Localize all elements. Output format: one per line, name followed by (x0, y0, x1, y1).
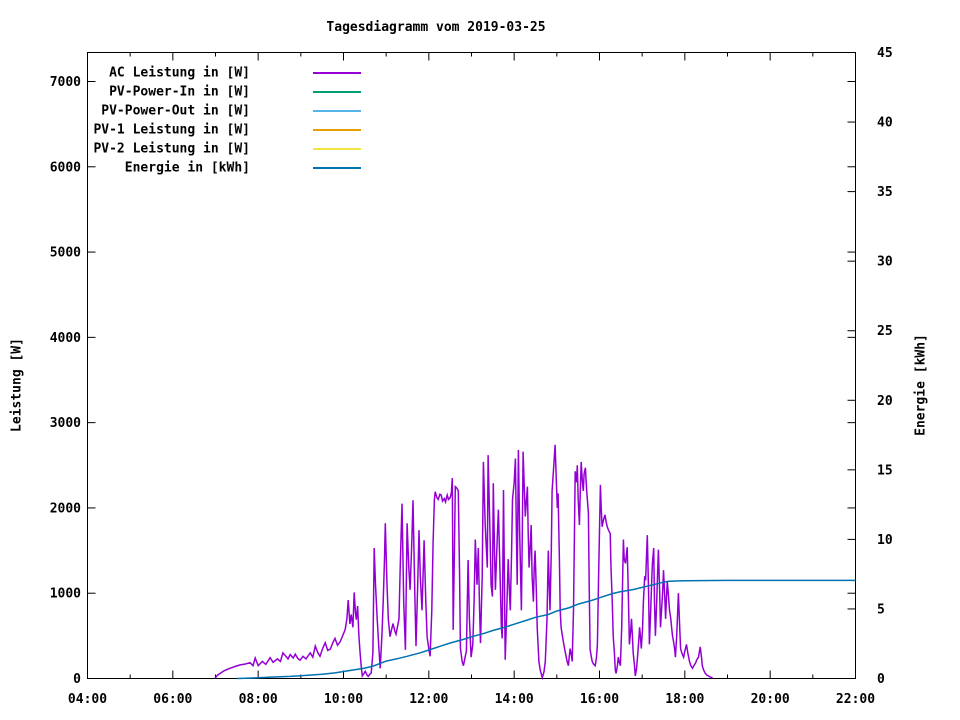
y2-tick-label: 0 (877, 672, 885, 687)
y-tick-label: 2000 (50, 501, 81, 516)
y2-tick-label: 20 (877, 394, 893, 409)
x-tick-label: 04:00 (68, 692, 107, 707)
y2-tick-label: 5 (877, 602, 885, 617)
x-tick-label: 06:00 (153, 692, 192, 707)
y2-tick-label: 45 (877, 46, 893, 61)
x-tick-label: 18:00 (665, 692, 704, 707)
y-tick-label: 1000 (50, 587, 81, 602)
x-tick-label: 14:00 (495, 692, 534, 707)
legend-label-pv-power-out: PV-Power-Out in [W] (101, 104, 250, 119)
y2-tick-label: 15 (877, 463, 893, 478)
legend-label-pv-2-leistung: PV-2 Leistung in [W] (93, 142, 250, 157)
legend-label-ac-leistung: AC Leistung in [W] (109, 66, 250, 81)
y-tick-label: 0 (73, 672, 81, 687)
series-line-ac-leistung (214, 444, 713, 681)
y2-tick-label: 40 (877, 116, 893, 131)
x-tick-label: 12:00 (409, 692, 448, 707)
series-line-energie (236, 579, 856, 680)
y2-tick-label: 30 (877, 255, 893, 270)
y2-tick-label: 35 (877, 185, 893, 200)
x-tick-label: 20:00 (751, 692, 790, 707)
y2-tick-label: 10 (877, 533, 893, 548)
y-tick-label: 5000 (50, 246, 81, 261)
x-tick-label: 16:00 (580, 692, 619, 707)
y-tick-label: 7000 (50, 75, 81, 90)
y2-tick-label: 25 (877, 324, 893, 339)
x-tick-label: 08:00 (239, 692, 278, 707)
y-tick-label: 3000 (50, 416, 81, 431)
y-tick-label: 4000 (50, 331, 81, 346)
x-tick-label: 22:00 (836, 692, 875, 707)
y-tick-label: 6000 (50, 160, 81, 175)
legend-label-energie: Energie in [kWh] (125, 161, 250, 176)
x-tick-label: 10:00 (324, 692, 363, 707)
legend-label-pv-power-in: PV-Power-In in [W] (109, 85, 250, 100)
legend-label-pv-1-leistung: PV-1 Leistung in [W] (93, 123, 250, 138)
chart-title: Tagesdiagramm vom 2019-03-25 (326, 20, 546, 35)
